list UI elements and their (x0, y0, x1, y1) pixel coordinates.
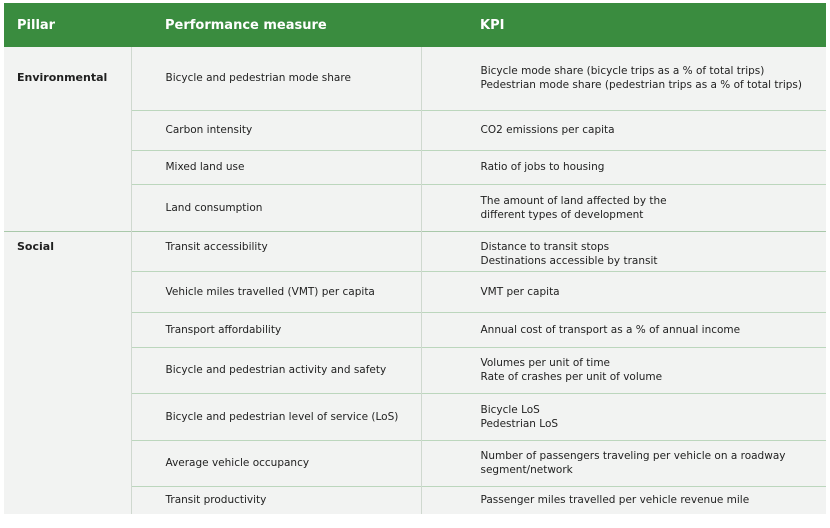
kpi-cell: The amount of land affected by the diffe… (421, 183, 826, 231)
kpi-cell: VMT per capita (421, 270, 826, 312)
kpi-cell: Bicycle mode share (bicycle trips as a %… (421, 47, 826, 110)
table-row: Land consumption The amount of land affe… (4, 183, 826, 231)
kpi-cell: Number of passengers traveling per vehic… (421, 439, 826, 486)
kpi-line: The amount of land affected by the (480, 194, 667, 207)
table-row: Vehicle miles travelled (VMT) per capita… (4, 270, 826, 312)
kpi-line: segment/network (480, 464, 573, 476)
table-row: Transport affordability Annual cost of t… (4, 311, 826, 347)
measure-cell: Carbon intensity (131, 109, 422, 150)
measure-cell: Mixed land use (131, 149, 422, 184)
measure-cell: Average vehicle occupancy (131, 439, 422, 486)
measure-cell: Transit accessibility (131, 230, 422, 271)
kpi-line: VMT per capita (480, 285, 560, 298)
kpi-line: Number of passengers traveling per vehic… (480, 450, 786, 462)
table-row: Mixed land use Ratio of jobs to housing (4, 149, 826, 184)
pillar-social: Social (4, 230, 132, 514)
kpi-line: CO2 emissions per capita (480, 124, 615, 136)
measure-cell: Vehicle miles travelled (VMT) per capita (131, 270, 422, 312)
kpi-line: Distance to transit stops (480, 240, 610, 253)
kpi-cell: Volumes per unit of time Rate of crashes… (421, 346, 826, 393)
table-row: Environmental Bicycle and pedestrian mod… (4, 47, 826, 231)
kpi-line: Pedestrian LoS (480, 417, 559, 430)
table-row: Average vehicle occupancy Number of pass… (4, 439, 826, 486)
table-row: Transit productivity Passenger miles tra… (4, 485, 826, 514)
kpi-cell: Passenger miles travelled per vehicle re… (421, 485, 826, 514)
header-band: Pillar Performance measure KPI (4, 3, 826, 47)
kpi-cell: Distance to transit stops Destinations a… (421, 230, 826, 271)
kpi-line: Passenger miles travelled per vehicle re… (480, 494, 750, 507)
kpi-cell: CO2 emissions per capita (421, 109, 826, 150)
kpi-line: Volumes per unit of time (480, 357, 611, 369)
measure-cell: Transit productivity (131, 485, 422, 514)
kpi-cell: Annual cost of transport as a % of annua… (421, 311, 826, 347)
kpi-cell: Bicycle LoS Pedestrian LoS (421, 392, 826, 440)
kpi-cell: Ratio of jobs to housing (421, 149, 826, 184)
kpi-line: Bicycle mode share (bicycle trips as a %… (480, 65, 765, 78)
table-row: Social Transit accessibility Distance to… (4, 230, 826, 514)
measure-cell: Transport affordability (131, 311, 422, 347)
kpi-line: Ratio of jobs to housing (480, 161, 605, 173)
kpi-line: Annual cost of transport as a % of annua… (480, 323, 741, 336)
measure-cell: Bicycle and pedestrian mode share (131, 47, 422, 110)
pillar-environmental: Environmental (4, 47, 132, 231)
table-row: Bicycle and pedestrian activity and safe… (4, 346, 826, 393)
header-performance-measure: Performance measure (165, 18, 327, 33)
header-pillar: Pillar (17, 18, 56, 33)
table-header-row: Pillar Performance measure KPI (4, 3, 826, 47)
header-kpi: KPI (480, 18, 505, 33)
kpi-line: Destinations accessible by transit (480, 254, 658, 267)
measure-cell: Bicycle and pedestrian activity and safe… (131, 346, 422, 393)
kpi-line: Pedestrian mode share (pedestrian trips … (480, 79, 803, 92)
table-row: Bicycle and pedestrian level of service … (4, 392, 826, 440)
kpi-table: Pillar Performance measure KPI Environme… (4, 3, 826, 514)
measure-cell: Land consumption (131, 183, 422, 231)
kpi-line: Rate of crashes per unit of volume (480, 371, 663, 383)
kpi-line: Bicycle LoS (480, 403, 540, 416)
table-row: Carbon intensity CO2 emissions per capit… (4, 109, 826, 150)
kpi-line: different types of development (480, 208, 644, 221)
measure-cell: Bicycle and pedestrian level of service … (131, 392, 422, 440)
